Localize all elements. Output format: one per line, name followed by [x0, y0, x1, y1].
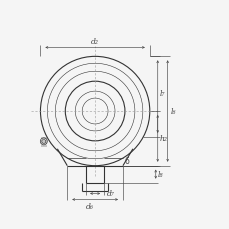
Text: 6: 6 — [124, 157, 129, 166]
Text: d₂: d₂ — [91, 38, 99, 46]
Text: l₈: l₈ — [157, 170, 163, 178]
Text: l₇: l₇ — [159, 89, 164, 97]
Text: d₆: d₆ — [86, 203, 94, 210]
Text: d₇: d₇ — [106, 189, 114, 197]
Text: l₆: l₆ — [170, 108, 175, 115]
Text: h₂: h₂ — [159, 135, 167, 143]
